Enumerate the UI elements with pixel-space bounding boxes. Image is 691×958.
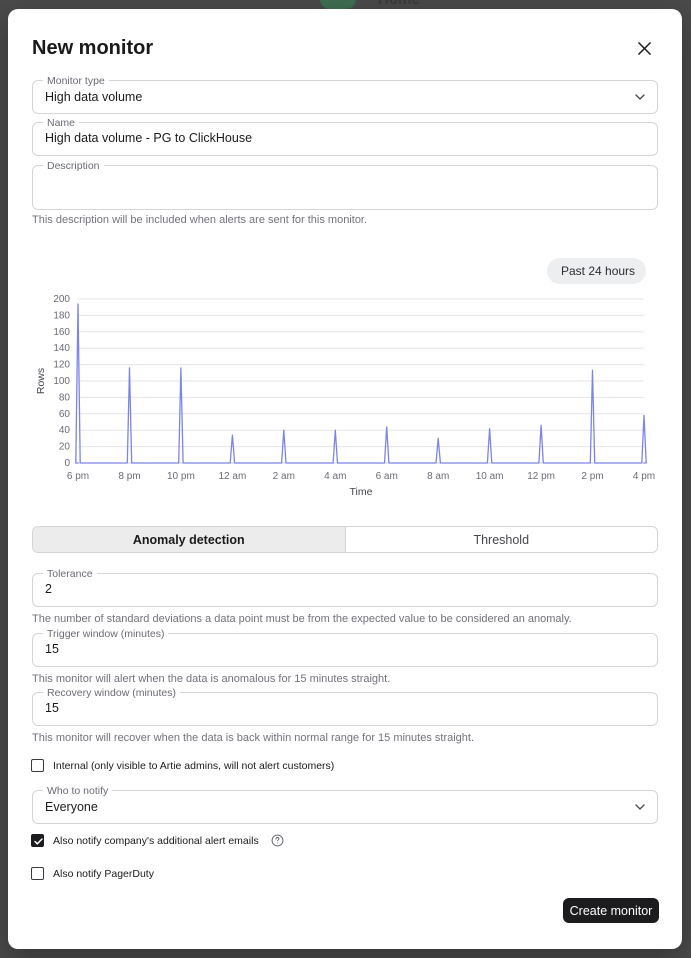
- svg-text:8 am: 8 am: [427, 471, 449, 482]
- svg-text:10 am: 10 am: [476, 471, 504, 482]
- svg-text:200: 200: [53, 294, 70, 305]
- svg-text:20: 20: [59, 442, 71, 453]
- svg-text:Time: Time: [350, 486, 373, 498]
- svg-text:8 pm: 8 pm: [118, 471, 140, 482]
- svg-text:12 pm: 12 pm: [527, 471, 555, 482]
- svg-text:12 am: 12 am: [219, 471, 247, 482]
- svg-text:60: 60: [59, 409, 71, 420]
- svg-text:4 am: 4 am: [324, 471, 346, 482]
- svg-text:6 am: 6 am: [376, 471, 398, 482]
- svg-text:100: 100: [53, 376, 70, 387]
- svg-text:2 am: 2 am: [273, 471, 295, 482]
- svg-text:160: 160: [53, 327, 70, 338]
- svg-text:Rows: Rows: [35, 368, 47, 394]
- svg-text:80: 80: [59, 392, 71, 403]
- svg-text:10 pm: 10 pm: [167, 471, 195, 482]
- svg-text:2 pm: 2 pm: [581, 471, 603, 482]
- svg-text:0: 0: [64, 458, 70, 469]
- svg-text:4 pm: 4 pm: [633, 471, 655, 482]
- svg-text:180: 180: [53, 310, 70, 321]
- svg-text:140: 140: [53, 343, 70, 354]
- svg-text:120: 120: [53, 360, 70, 371]
- svg-text:40: 40: [59, 425, 71, 436]
- svg-text:6 pm: 6 pm: [67, 471, 89, 482]
